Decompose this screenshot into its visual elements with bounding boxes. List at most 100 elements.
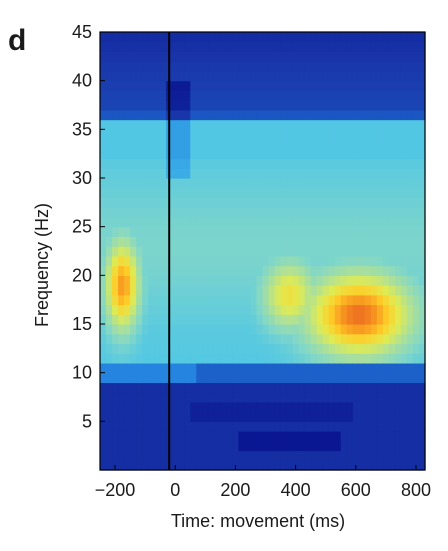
heatmap-cell xyxy=(130,392,137,403)
heatmap-cell xyxy=(178,70,185,82)
heatmap-cell xyxy=(394,294,402,306)
heatmap-cell xyxy=(364,158,372,169)
heatmap-cell xyxy=(256,285,264,296)
heatmap-cell xyxy=(304,431,312,442)
heatmap-cell xyxy=(340,431,348,442)
heatmap-cell xyxy=(346,431,354,442)
heatmap-cell xyxy=(268,362,276,374)
heatmap-cell xyxy=(304,158,312,169)
heatmap-cell xyxy=(136,178,143,189)
heatmap-cell xyxy=(304,285,312,296)
heatmap-cell xyxy=(202,80,209,91)
heatmap-cell xyxy=(346,314,354,325)
heatmap-cell xyxy=(292,343,300,354)
heatmap-cell xyxy=(286,324,294,335)
heatmap-cell xyxy=(130,187,137,199)
heatmap-cell xyxy=(286,246,294,257)
heatmap-cell xyxy=(280,382,288,393)
heatmap-cell xyxy=(154,109,161,121)
heatmap-cell xyxy=(232,372,240,383)
heatmap-cell xyxy=(172,362,179,374)
heatmap-cell xyxy=(310,333,318,345)
heatmap-cell xyxy=(154,343,161,354)
heatmap-cell xyxy=(256,324,264,335)
heatmap-cell xyxy=(112,129,119,140)
heatmap-cell xyxy=(340,275,348,286)
heatmap-cell xyxy=(148,70,155,82)
heatmap-cell xyxy=(358,148,366,160)
heatmap-cell xyxy=(298,207,306,218)
heatmap-cell xyxy=(106,333,113,345)
heatmap-cell xyxy=(178,139,185,150)
heatmap-cell xyxy=(310,187,318,199)
heatmap-cell xyxy=(208,109,215,121)
heatmap-cell xyxy=(412,236,420,247)
heatmap-cell xyxy=(382,392,390,403)
heatmap-cell xyxy=(268,216,276,228)
heatmap-cell xyxy=(340,460,348,471)
heatmap-cell xyxy=(382,41,390,53)
heatmap-cell xyxy=(274,294,282,306)
heatmap-cell xyxy=(400,460,408,471)
heatmap-cell xyxy=(358,158,366,169)
heatmap-cell xyxy=(172,440,179,452)
heatmap-cell xyxy=(376,392,384,403)
heatmap-cell xyxy=(298,440,306,452)
heatmap-cell xyxy=(112,392,119,403)
heatmap-cell xyxy=(322,207,330,218)
heatmap-cell xyxy=(352,431,360,442)
heatmap-cell xyxy=(106,382,113,393)
heatmap-cell xyxy=(106,265,113,276)
heatmap-cell xyxy=(178,460,185,471)
heatmap-cell xyxy=(394,80,402,91)
heatmap-cell xyxy=(418,382,426,393)
heatmap-cell xyxy=(100,265,107,276)
heatmap-cell xyxy=(292,431,300,442)
heatmap-cell xyxy=(400,411,408,422)
heatmap-cell xyxy=(376,450,384,461)
heatmap-cell xyxy=(364,382,372,393)
heatmap-cell xyxy=(406,343,414,354)
heatmap-cell xyxy=(382,148,390,160)
heatmap-cell xyxy=(412,421,420,432)
heatmap-cell xyxy=(418,90,426,101)
heatmap-cell xyxy=(418,353,426,364)
heatmap-cell xyxy=(310,255,318,267)
heatmap-cell xyxy=(196,158,203,169)
heatmap-cell xyxy=(310,129,318,140)
heatmap-cell xyxy=(382,294,390,306)
heatmap-cell xyxy=(352,51,360,62)
heatmap-cell xyxy=(226,178,234,189)
heatmap-cell xyxy=(214,41,221,53)
heatmap-cell xyxy=(400,216,408,228)
heatmap-cell xyxy=(400,41,408,53)
heatmap-cell xyxy=(304,294,312,306)
heatmap-cell xyxy=(376,246,384,257)
heatmap-cell xyxy=(136,460,143,471)
heatmap-cell xyxy=(400,343,408,354)
heatmap-cell xyxy=(136,109,143,121)
heatmap-cell xyxy=(412,197,420,208)
heatmap-cell xyxy=(208,119,215,130)
heatmap-cell xyxy=(130,304,137,315)
heatmap-cell xyxy=(418,246,426,257)
heatmap-cell xyxy=(316,80,324,91)
heatmap-cell xyxy=(130,70,137,82)
heatmap-cell xyxy=(400,246,408,257)
heatmap-cell xyxy=(304,246,312,257)
heatmap-cell xyxy=(208,129,215,140)
heatmap-cell xyxy=(412,119,420,130)
heatmap-cell xyxy=(370,265,378,276)
heatmap-cell xyxy=(100,148,107,160)
heatmap-cell xyxy=(256,333,264,345)
heatmap-cell xyxy=(172,197,179,208)
heatmap-cell xyxy=(220,333,227,345)
heatmap-cell xyxy=(124,129,131,140)
heatmap-cell xyxy=(100,333,107,345)
heatmap-cell xyxy=(376,207,384,218)
heatmap-cell xyxy=(340,207,348,218)
heatmap-cell xyxy=(130,382,137,393)
heatmap-cell xyxy=(220,382,227,393)
heatmap-cell xyxy=(160,285,167,296)
heatmap-cell xyxy=(346,207,354,218)
